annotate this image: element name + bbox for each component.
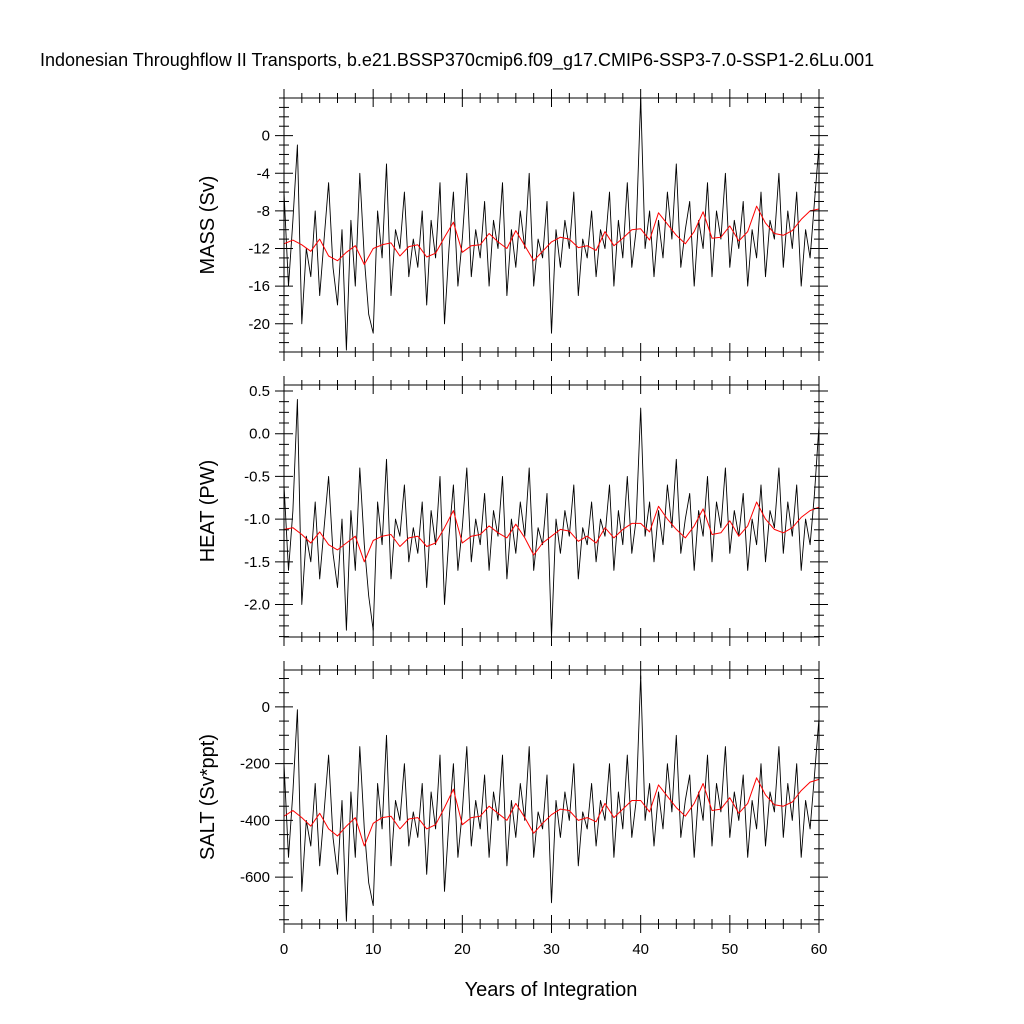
salt-y-axis-title: SALT (Sv*ppt) (197, 734, 219, 860)
heat-y-axis-title: HEAT (PW) (197, 460, 219, 563)
salt-tick-label-layer: 0 -200 -400 -600 0 10 20 30 40 50 60 (240, 699, 827, 958)
salt-y-tick-label: -400 (240, 812, 270, 829)
x-axis-title: Years of Integration (465, 979, 638, 1001)
mass-y-tick-label: -20 (248, 316, 270, 333)
salt-raw-series-line (284, 675, 819, 922)
mass-plot-frame (283, 97, 820, 353)
heat-raw-series-line (284, 399, 819, 637)
panel-salt: 0 -200 -400 -600 0 10 20 30 40 50 60 SALT (Sv*ppt) (197, 661, 828, 958)
heat-y-tick-label: 0.0 (249, 426, 270, 443)
heat-smoothed-series-line (284, 501, 819, 563)
salt-y-tick-label: 0 (262, 699, 270, 716)
salt-x-tick-label: 20 (454, 941, 471, 958)
salt-y-tick-label: -600 (240, 869, 270, 886)
heat-y-tick-label: -1.5 (244, 554, 270, 571)
heat-y-tick-label: -1.0 (244, 511, 270, 528)
mass-y-axis-title: MASS (Sv) (197, 176, 219, 275)
mass-y-tick-label: -4 (257, 165, 270, 182)
mass-smoothed-series-line (284, 205, 819, 265)
salt-plot-frame (283, 669, 820, 925)
salt-x-tick-label: 50 (721, 941, 738, 958)
salt-series-layer (284, 675, 819, 922)
mass-y-tick-label: 0 (262, 128, 270, 145)
heat-y-tick-label: -0.5 (244, 468, 270, 485)
salt-x-tick-label: 40 (632, 941, 649, 958)
mass-raw-series-line (284, 98, 819, 351)
mass-tick-label-layer: 0 -4 -8 -12 -16 -20 (248, 128, 270, 333)
salt-smoothed-series-line (284, 777, 819, 847)
mass-y-tick-label: -12 (248, 241, 270, 258)
panel-mass: 0 -4 -8 -12 -16 -20 MASS (Sv) (197, 89, 828, 361)
salt-x-tick-label: 60 (811, 941, 828, 958)
salt-x-tick-label: 30 (543, 941, 560, 958)
salt-x-tick-label: 10 (365, 941, 382, 958)
heat-plot-frame (283, 384, 820, 638)
mass-y-tick-label: -8 (257, 203, 270, 220)
chart-title: Indonesian Throughflow II Transports, b.… (40, 50, 874, 71)
heat-tick-label-layer: 0.5 0.0 -0.5 -1.0 -1.5 -2.0 (244, 383, 270, 614)
mass-series-layer (284, 98, 819, 351)
heat-series-layer (284, 399, 819, 637)
heat-y-tick-label: -2.0 (244, 597, 270, 614)
mass-y-tick-label: -16 (248, 278, 270, 295)
panel-heat: 0.5 0.0 -0.5 -1.0 -1.5 -2.0 HEAT (PW) (197, 376, 828, 646)
salt-y-tick-label: -200 (240, 756, 270, 773)
salt-x-tick-label: 0 (280, 941, 288, 958)
heat-y-tick-label: 0.5 (249, 383, 270, 400)
